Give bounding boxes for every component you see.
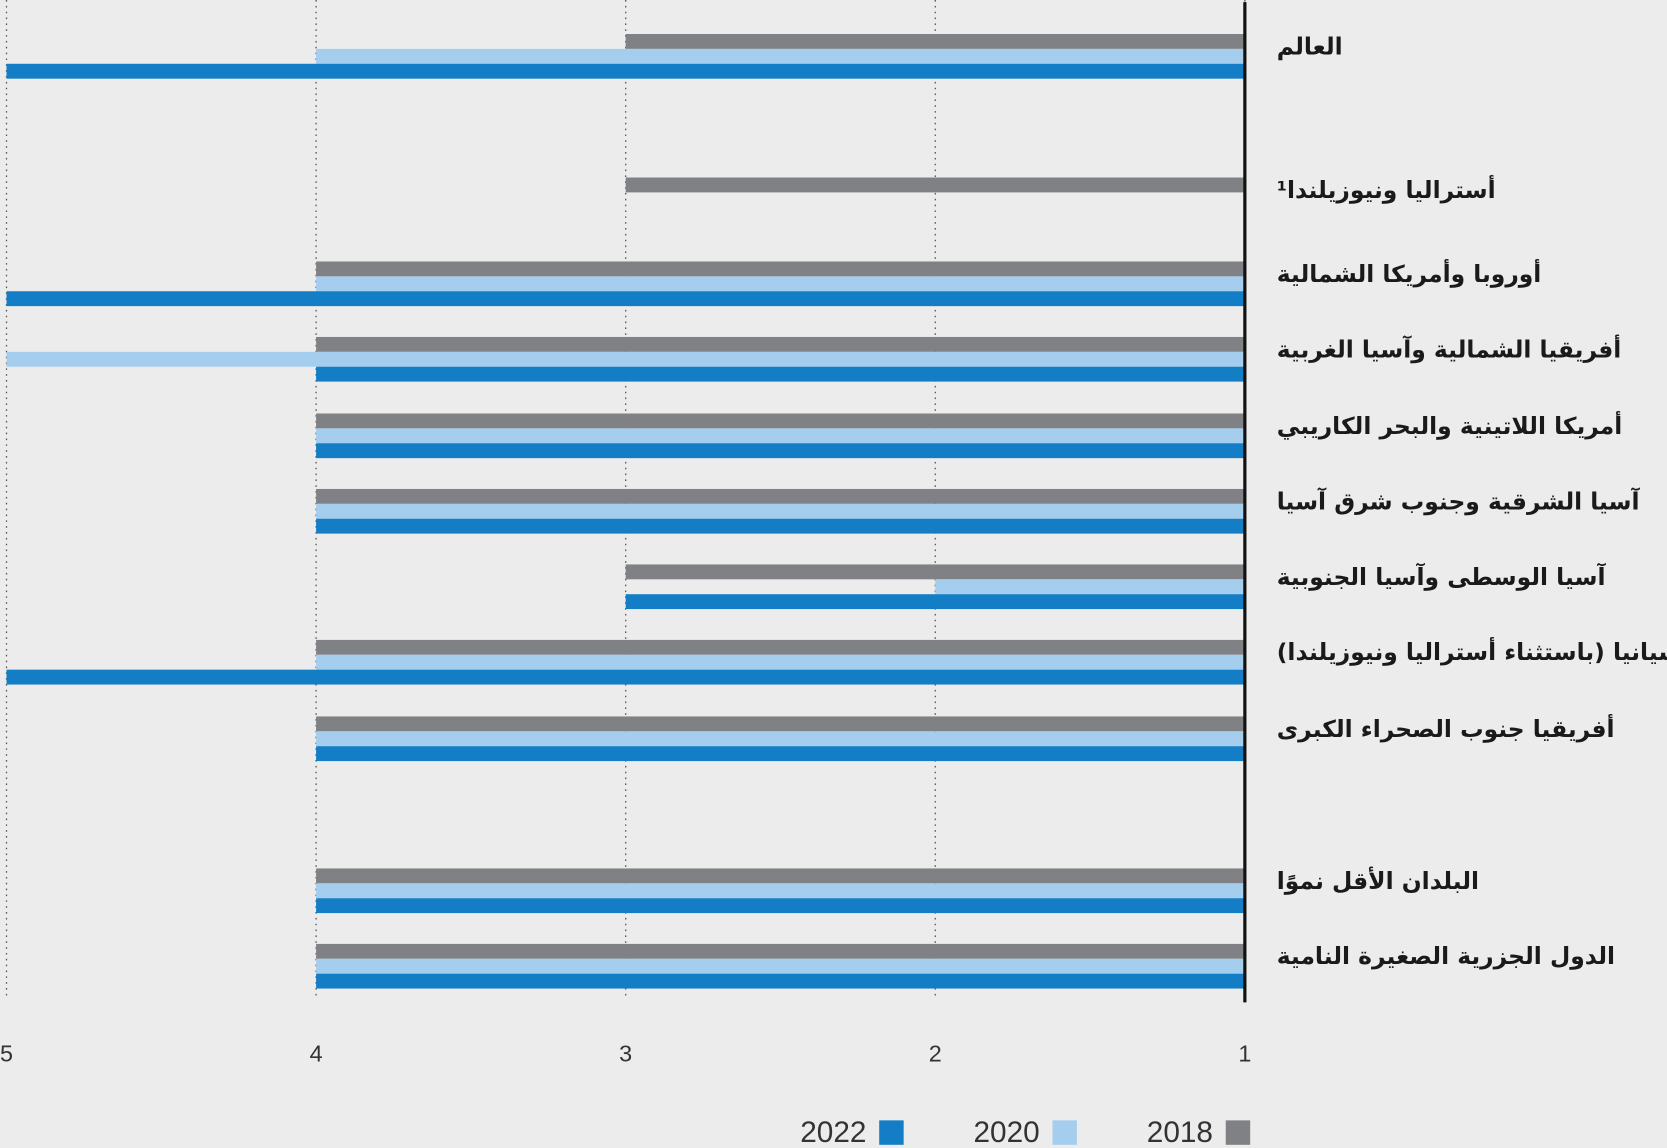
bar bbox=[316, 639, 1245, 655]
bar bbox=[6, 351, 1245, 367]
category-label: أفريقيا الشمالية وآسيا الغربية bbox=[1277, 333, 1622, 363]
x-tick-label: 5 bbox=[0, 1041, 13, 1067]
x-tick-label: 1 bbox=[1238, 1041, 1251, 1067]
category-label: آسيا الشرقية وجنوب شرق آسيا bbox=[1277, 486, 1641, 515]
bar bbox=[316, 716, 1245, 732]
category-label: أوروبا وأمريكا الشمالية bbox=[1277, 258, 1542, 288]
category-label: أمريكا اللاتينية والبحر الكاريبي bbox=[1277, 410, 1623, 440]
bar bbox=[316, 428, 1245, 444]
bar bbox=[316, 443, 1245, 459]
category-label: أوسيانيا (باستثناء أستراليا ونيوزيلندا) bbox=[1277, 636, 1667, 666]
bar bbox=[316, 898, 1245, 914]
bar bbox=[316, 731, 1245, 747]
legend-label: 2018 bbox=[1147, 1116, 1213, 1148]
bar bbox=[316, 261, 1245, 277]
bar bbox=[316, 943, 1245, 959]
legend-label: 2022 bbox=[800, 1116, 866, 1148]
bar bbox=[316, 746, 1245, 762]
legend-swatch bbox=[879, 1120, 904, 1145]
category-label: أفريقيا جنوب الصحراء الكبرى bbox=[1277, 713, 1615, 743]
category-label: العالم bbox=[1277, 32, 1343, 60]
legend-label: 2020 bbox=[974, 1116, 1040, 1148]
bar bbox=[316, 868, 1245, 884]
bar bbox=[6, 63, 1245, 79]
bar bbox=[625, 34, 1245, 49]
bar bbox=[316, 503, 1245, 519]
bar bbox=[316, 883, 1245, 899]
category-label: أستراليا ونيوزيلندا¹ bbox=[1277, 174, 1496, 204]
bar bbox=[6, 291, 1245, 307]
bar bbox=[316, 654, 1245, 670]
category-label: الدول الجزرية الصغيرة النامية bbox=[1277, 942, 1615, 970]
x-tick-label: 2 bbox=[929, 1041, 942, 1067]
bar bbox=[316, 973, 1245, 989]
x-tick-label: 4 bbox=[310, 1041, 323, 1067]
bar bbox=[6, 669, 1245, 685]
category-label: البلدان الأقل نموًا bbox=[1277, 866, 1479, 895]
bar bbox=[316, 518, 1245, 534]
category-label: آسيا الوسطى وآسيا الجنوبية bbox=[1277, 562, 1607, 591]
bar bbox=[316, 488, 1245, 504]
bar bbox=[935, 579, 1245, 595]
legend-swatch bbox=[1225, 1120, 1251, 1145]
legend-swatch bbox=[1052, 1120, 1077, 1145]
x-tick-label: 3 bbox=[619, 1041, 632, 1067]
bar bbox=[316, 413, 1245, 429]
bar bbox=[625, 177, 1245, 193]
bar bbox=[316, 958, 1245, 974]
bar bbox=[316, 276, 1245, 292]
bar bbox=[316, 48, 1245, 64]
bar bbox=[316, 336, 1245, 352]
bar bbox=[625, 564, 1245, 580]
bar bbox=[625, 594, 1245, 610]
bar bbox=[316, 366, 1245, 382]
